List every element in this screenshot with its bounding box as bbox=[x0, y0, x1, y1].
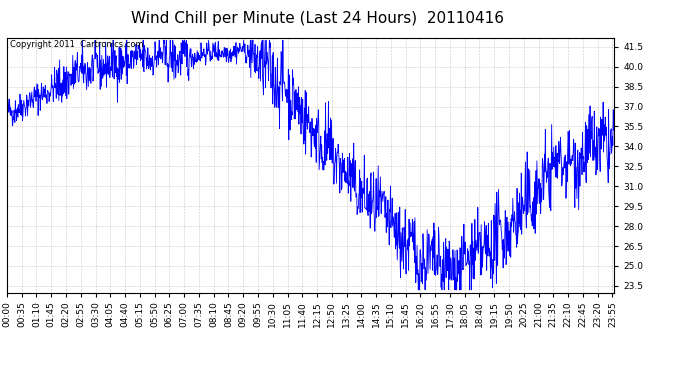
Text: Copyright 2011  Cartronics.com: Copyright 2011 Cartronics.com bbox=[10, 40, 144, 49]
Text: Wind Chill per Minute (Last 24 Hours)  20110416: Wind Chill per Minute (Last 24 Hours) 20… bbox=[131, 11, 504, 26]
